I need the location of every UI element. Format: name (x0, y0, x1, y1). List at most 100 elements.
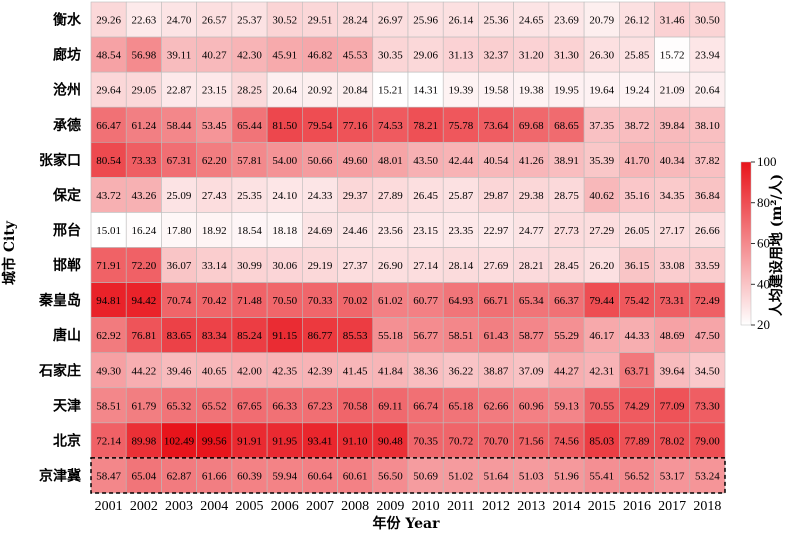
heatmap-cell (90, 36, 127, 73)
heatmap-cell (407, 177, 444, 213)
cell-value-label: 69.68 (519, 120, 544, 132)
cell-value-label: 24.10 (272, 190, 297, 202)
heatmap-cell (196, 177, 233, 213)
cell-value-label: 73.30 (695, 400, 720, 412)
cell-value-label: 65.32 (167, 400, 192, 412)
heatmap-cell (407, 317, 444, 354)
heatmap-cell (302, 141, 338, 178)
cell-value-label: 18.54 (237, 225, 262, 237)
cell-value-label: 22.97 (484, 225, 509, 237)
year-tick-label: 2012 (482, 499, 510, 514)
cell-value-label: 35.16 (625, 190, 650, 202)
heatmap-cell (654, 247, 691, 283)
cell-value-label: 68.65 (554, 120, 579, 132)
cell-value-label: 25.09 (167, 190, 192, 202)
cell-value-label: 70.55 (589, 400, 614, 412)
heatmap-cell (161, 352, 197, 389)
cell-value-label: 70.72 (448, 435, 473, 447)
cell-value-label: 48.01 (378, 155, 403, 167)
cell-value-label: 25.36 (484, 15, 509, 27)
heatmap-cell (337, 387, 374, 424)
cell-value-label: 86.77 (308, 330, 333, 342)
heatmap-cell (90, 352, 127, 389)
cell-value-label: 26.66 (695, 225, 720, 237)
cell-value-label: 44.22 (131, 365, 156, 377)
cell-value-label: 70.50 (272, 295, 297, 307)
cell-value-label: 65.44 (237, 120, 262, 132)
cell-value-label: 38.91 (554, 155, 579, 167)
heatmap-cell (654, 71, 691, 108)
year-tick-label: 2013 (517, 499, 545, 514)
heatmap-cell (407, 106, 444, 143)
colorbar: 100 80 60 40 20 人均建设用地 (m²/人) (740, 154, 785, 332)
cell-value-label: 72.20 (131, 260, 156, 272)
heatmap-cell (619, 317, 655, 354)
cell-value-label: 26.90 (378, 260, 403, 272)
year-tick-label: 2008 (341, 499, 369, 514)
cell-value-label: 70.42 (202, 295, 227, 307)
heatmap-cell (266, 282, 303, 318)
cell-value-label: 91.15 (272, 330, 297, 342)
cell-value-label: 65.18 (448, 400, 473, 412)
cell-value-label: 53.24 (695, 470, 720, 482)
cell-value-label: 80.54 (96, 155, 121, 167)
cell-value-label: 61.02 (378, 295, 403, 307)
cell-value-label: 73.33 (131, 155, 156, 167)
cell-value-label: 26.45 (413, 190, 438, 202)
heatmap-cell (513, 212, 550, 248)
heatmap-cell (583, 317, 620, 354)
cell-value-label: 42.31 (589, 365, 614, 377)
heatmap-cell (161, 282, 197, 318)
cell-value-label: 41.70 (625, 155, 650, 167)
cell-value-label: 24.70 (167, 15, 192, 27)
cell-value-label: 58.77 (519, 330, 544, 342)
heatmap-cell (583, 457, 620, 494)
cell-value-label: 60.96 (519, 400, 544, 412)
cell-value-label: 56.98 (131, 50, 156, 62)
heatmap-cell (478, 282, 514, 318)
cell-value-label: 42.00 (237, 365, 262, 377)
cell-value-label: 29.37 (343, 190, 368, 202)
cell-value-label: 59.94 (272, 470, 297, 482)
cell-value-label: 29.06 (413, 50, 438, 62)
cell-value-label: 20.79 (589, 15, 614, 27)
city-tick-label: 廊坊 (53, 47, 81, 64)
heatmap-cell (125, 141, 162, 178)
heatmap-cell (407, 71, 444, 108)
heatmap-cell (125, 352, 162, 389)
heatmap-cell (125, 247, 162, 283)
year-tick-label: 2010 (412, 499, 440, 514)
cell-value-label: 51.96 (554, 470, 579, 482)
cell-value-label: 19.64 (589, 85, 614, 97)
cell-value-label: 85.24 (237, 330, 262, 342)
heatmap-cell (231, 457, 268, 494)
cell-value-label: 27.89 (378, 190, 403, 202)
cell-value-label: 19.39 (448, 85, 473, 97)
cell-value-label: 42.35 (272, 365, 297, 377)
cell-value-label: 77.16 (343, 120, 368, 132)
city-tick-label: 北京 (53, 432, 81, 449)
heatmap-cell (266, 387, 303, 424)
cell-value-label: 33.59 (695, 260, 720, 272)
cell-value-label: 67.65 (237, 400, 262, 412)
cell-value-label: 27.14 (413, 260, 438, 272)
cell-value-label: 64.93 (448, 295, 473, 307)
cell-value-label: 99.56 (202, 435, 227, 447)
heatmap-cell (548, 317, 585, 354)
cell-value-label: 55.18 (378, 330, 403, 342)
cell-value-label: 21.09 (660, 85, 685, 97)
city-tick-label: 京津冀 (39, 467, 81, 484)
cell-value-label: 41.84 (378, 365, 403, 377)
heatmap-cell (302, 177, 338, 213)
heatmap-cell (654, 177, 691, 213)
cell-value-label: 43.72 (96, 190, 121, 202)
heatmap-cell (478, 71, 514, 108)
heatmap-cell (619, 212, 655, 248)
colorbar-gradient (740, 161, 752, 326)
cell-value-label: 41.26 (519, 155, 544, 167)
cell-value-label: 40.27 (202, 50, 227, 62)
heatmap-cell (125, 317, 162, 354)
year-tick-label: 2005 (236, 499, 264, 514)
cell-value-label: 61.43 (484, 330, 509, 342)
